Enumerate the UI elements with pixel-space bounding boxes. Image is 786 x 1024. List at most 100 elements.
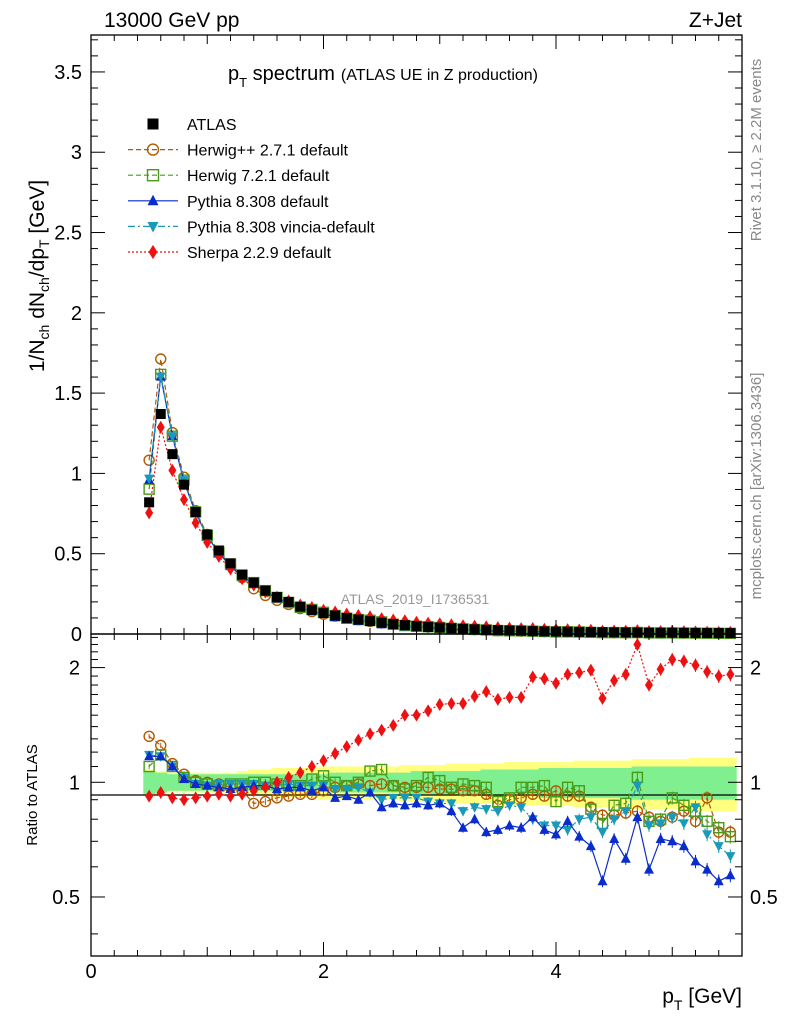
- legend-entry-sherpa: Sherpa 2.2.9 default: [128, 244, 332, 262]
- y-tick-label-top: 1: [71, 463, 82, 485]
- ratio-point-herwig7: [457, 778, 469, 790]
- ratio-point-pythia: [411, 797, 422, 808]
- ratio-point-vincia: [620, 807, 631, 817]
- ratio-point-sherpa: [331, 746, 340, 760]
- data-point-atlas: [248, 577, 259, 588]
- energy-label: 13000 GeV pp: [104, 9, 239, 32]
- y-tick-label-bottom: 0.5: [52, 887, 80, 909]
- ratio-band-inner: [701, 766, 714, 800]
- data-point-atlas: [632, 627, 643, 638]
- ratio-point-sherpa: [552, 676, 560, 690]
- ratio-series-pythia: [144, 750, 736, 889]
- ratio-point-sherpa: [238, 787, 247, 801]
- ratio-point-herwig7: [666, 792, 678, 804]
- ratio-point-sherpa: [307, 760, 316, 774]
- ratio-point-pythia: [620, 853, 631, 863]
- ratio-point-pythia: [190, 778, 201, 788]
- ratio-point-pythia: [597, 875, 608, 886]
- data-point-sherpa: [180, 493, 188, 507]
- data-point-atlas: [155, 408, 166, 419]
- legend: ATLAS Herwig++ 2.7.1 default Herwig 7.2.1 …: [128, 117, 375, 262]
- ratio-point-vincia: [399, 793, 410, 804]
- ratio-point-sherpa: [528, 670, 537, 684]
- ratio-point-pythia: [492, 824, 503, 834]
- y-axis-label-bottom: Ratio to ATLAS: [24, 744, 41, 845]
- y-tick-label-bottom-right: 0.5: [750, 887, 778, 909]
- ratio-point-sherpa: [482, 685, 491, 699]
- ratio-point-herwig7: [724, 830, 737, 843]
- legend-marker-pythia: [147, 194, 159, 206]
- legend-label: ATLAS: [187, 117, 237, 134]
- ratio-point-pythia: [702, 864, 713, 874]
- ratio-point-pythia: [237, 781, 248, 792]
- data-point-atlas: [423, 621, 434, 632]
- ratio-point-pythia: [306, 785, 317, 795]
- data-point-atlas: [585, 627, 596, 638]
- ratio-point-vincia: [446, 799, 457, 809]
- data-point-atlas: [678, 627, 689, 638]
- ratio-series-sherpa: [145, 637, 735, 807]
- ratio-point-pythia: [388, 797, 399, 808]
- ratio-point-pythia: [585, 840, 596, 851]
- ratio-point-pythia: [434, 797, 445, 808]
- data-point-atlas: [167, 449, 178, 460]
- ratio-point-herwigpp: [701, 792, 713, 804]
- data-point-atlas: [702, 628, 713, 639]
- data-point-atlas: [562, 626, 573, 637]
- ratio-point-pythia: [318, 781, 329, 792]
- y-tick-label-bottom: 2: [69, 658, 80, 680]
- data-point-herwig7: [143, 483, 155, 495]
- data-point-herwigpp: [155, 353, 167, 365]
- ratio-point-sherpa: [598, 691, 607, 705]
- ratio-point-herwigpp: [248, 797, 260, 810]
- ratio-point-sherpa: [470, 689, 479, 703]
- ratio-point-vincia: [492, 807, 503, 817]
- legend-marker-vincia: [147, 222, 159, 233]
- data-point-atlas: [725, 628, 736, 639]
- ratio-point-sherpa: [191, 791, 200, 805]
- data-point-atlas: [376, 617, 387, 628]
- data-point-atlas: [341, 612, 352, 623]
- ratio-point-sherpa: [214, 787, 223, 801]
- ratio-point-sherpa: [435, 698, 444, 712]
- data-point-atlas: [295, 601, 306, 612]
- y-tick-label-top: 3: [71, 142, 82, 164]
- ratio-point-sherpa: [679, 654, 688, 668]
- legend-marker-herwigpp: [146, 143, 160, 156]
- ratio-point-pythia: [376, 801, 387, 812]
- ratio-point-vincia: [562, 825, 573, 836]
- ratio-point-herwig7: [713, 821, 725, 834]
- ratio-point-sherpa: [168, 791, 177, 805]
- ratio-point-herwig7: [143, 760, 155, 773]
- ratio-point-pythia: [330, 792, 341, 802]
- ratio-point-herwigpp: [143, 730, 155, 743]
- x-axis-label: pT [GeV]: [662, 985, 742, 1013]
- ratio-point-herwig7: [678, 799, 690, 812]
- rivet-label: Rivet 3.1.10, ≥ 2.2M events: [748, 59, 765, 242]
- ratio-point-pythia: [179, 773, 189, 784]
- ratio-point-sherpa: [249, 784, 258, 798]
- data-point-atlas: [144, 497, 155, 508]
- ratio-point-herwig7: [573, 785, 585, 797]
- data-point-atlas: [411, 621, 422, 632]
- data-point-atlas: [272, 592, 282, 603]
- mcplots-label: mcplots.cern.ch [arXiv:1306.3436]: [748, 373, 765, 600]
- data-point-atlas: [225, 558, 236, 569]
- data-point-sherpa: [168, 463, 177, 477]
- ratio-point-pythia: [690, 855, 701, 866]
- ratio-point-sherpa: [400, 708, 409, 722]
- legend-label: Herwig 7.2.1 default: [187, 168, 330, 185]
- ratio-point-sherpa: [668, 653, 677, 667]
- ratio-point-sherpa: [180, 793, 188, 807]
- ratio-band-inner: [492, 769, 505, 797]
- ratio-point-sherpa: [517, 690, 526, 704]
- ratio-point-sherpa: [226, 789, 235, 803]
- ratio-point-vincia: [330, 785, 341, 795]
- data-point-atlas: [399, 620, 410, 631]
- y-tick-label-top: 2.5: [54, 223, 82, 245]
- ratio-point-pythia: [655, 833, 666, 843]
- ratio-band-inner: [678, 766, 691, 800]
- ratio-band-inner: [166, 774, 179, 791]
- legend-label: Sherpa 2.2.9 default: [187, 245, 332, 262]
